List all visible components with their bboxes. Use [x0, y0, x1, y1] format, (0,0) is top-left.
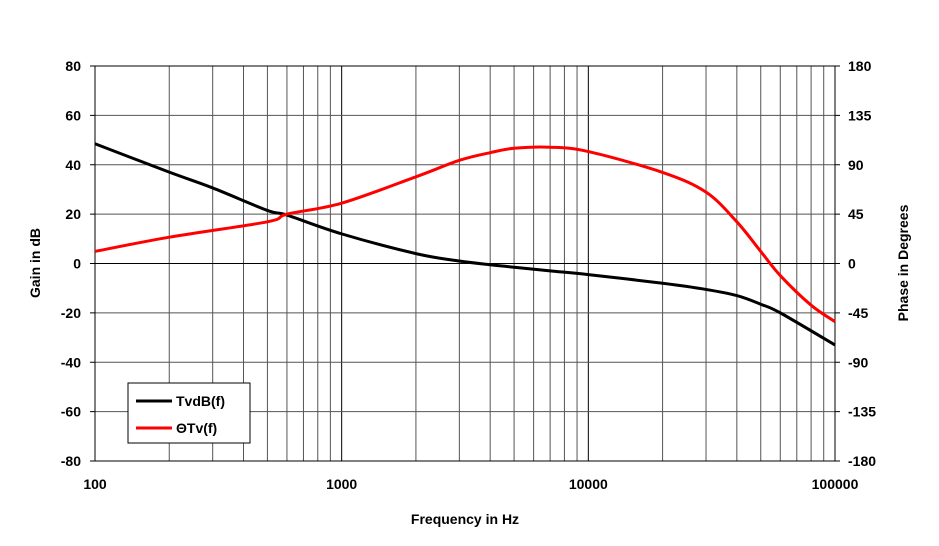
y2-tick-label: -180 [848, 453, 876, 469]
y-tick-label: 80 [65, 58, 81, 74]
y2-tick-label: -135 [848, 404, 876, 420]
y-tick-label: -60 [61, 404, 81, 420]
y2-tick-label: 90 [848, 157, 864, 173]
legend: TvdB(f) ΘTv(f) [127, 382, 251, 444]
y2-tick-label: -90 [848, 354, 868, 370]
x-axis-label: Frequency in Hz [411, 511, 519, 527]
y-tick-label: 40 [65, 157, 81, 173]
series-lines [94, 142, 836, 347]
y-tick-label: -80 [61, 453, 81, 469]
y-tick-label: -40 [61, 354, 81, 370]
y2-tick-label: 45 [848, 206, 864, 222]
legend-label-gain: TvdB(f) [176, 393, 225, 409]
x-tick-label: 100 [83, 476, 107, 492]
y2-tick-label: -45 [848, 305, 868, 321]
x-tick-label: 100000 [812, 476, 859, 492]
gain-line [94, 142, 836, 347]
tick-labels: 80 60 40 20 0 -20 -40 -60 -80 180 135 90 45 0 -45 -90 -1… [61, 58, 876, 492]
y-tick-label: 20 [65, 206, 81, 222]
y-tick-label: 0 [73, 256, 81, 272]
y2-axis-label: Phase in Degrees [895, 204, 911, 321]
plot-frame [94, 65, 836, 462]
x-tick-label: 1000 [326, 476, 357, 492]
y2-tick-label: 135 [848, 107, 872, 123]
x-tick-label: 10000 [569, 476, 608, 492]
y2-tick-label: 0 [848, 256, 856, 272]
y-tick-label: 60 [65, 107, 81, 123]
y-tick-label: -20 [61, 305, 81, 321]
legend-label-phase: ΘTv(f) [176, 420, 217, 436]
phase-line [94, 145, 836, 323]
y2-tick-label: 180 [848, 58, 872, 74]
y-axis-label: Gain in dB [27, 228, 43, 298]
